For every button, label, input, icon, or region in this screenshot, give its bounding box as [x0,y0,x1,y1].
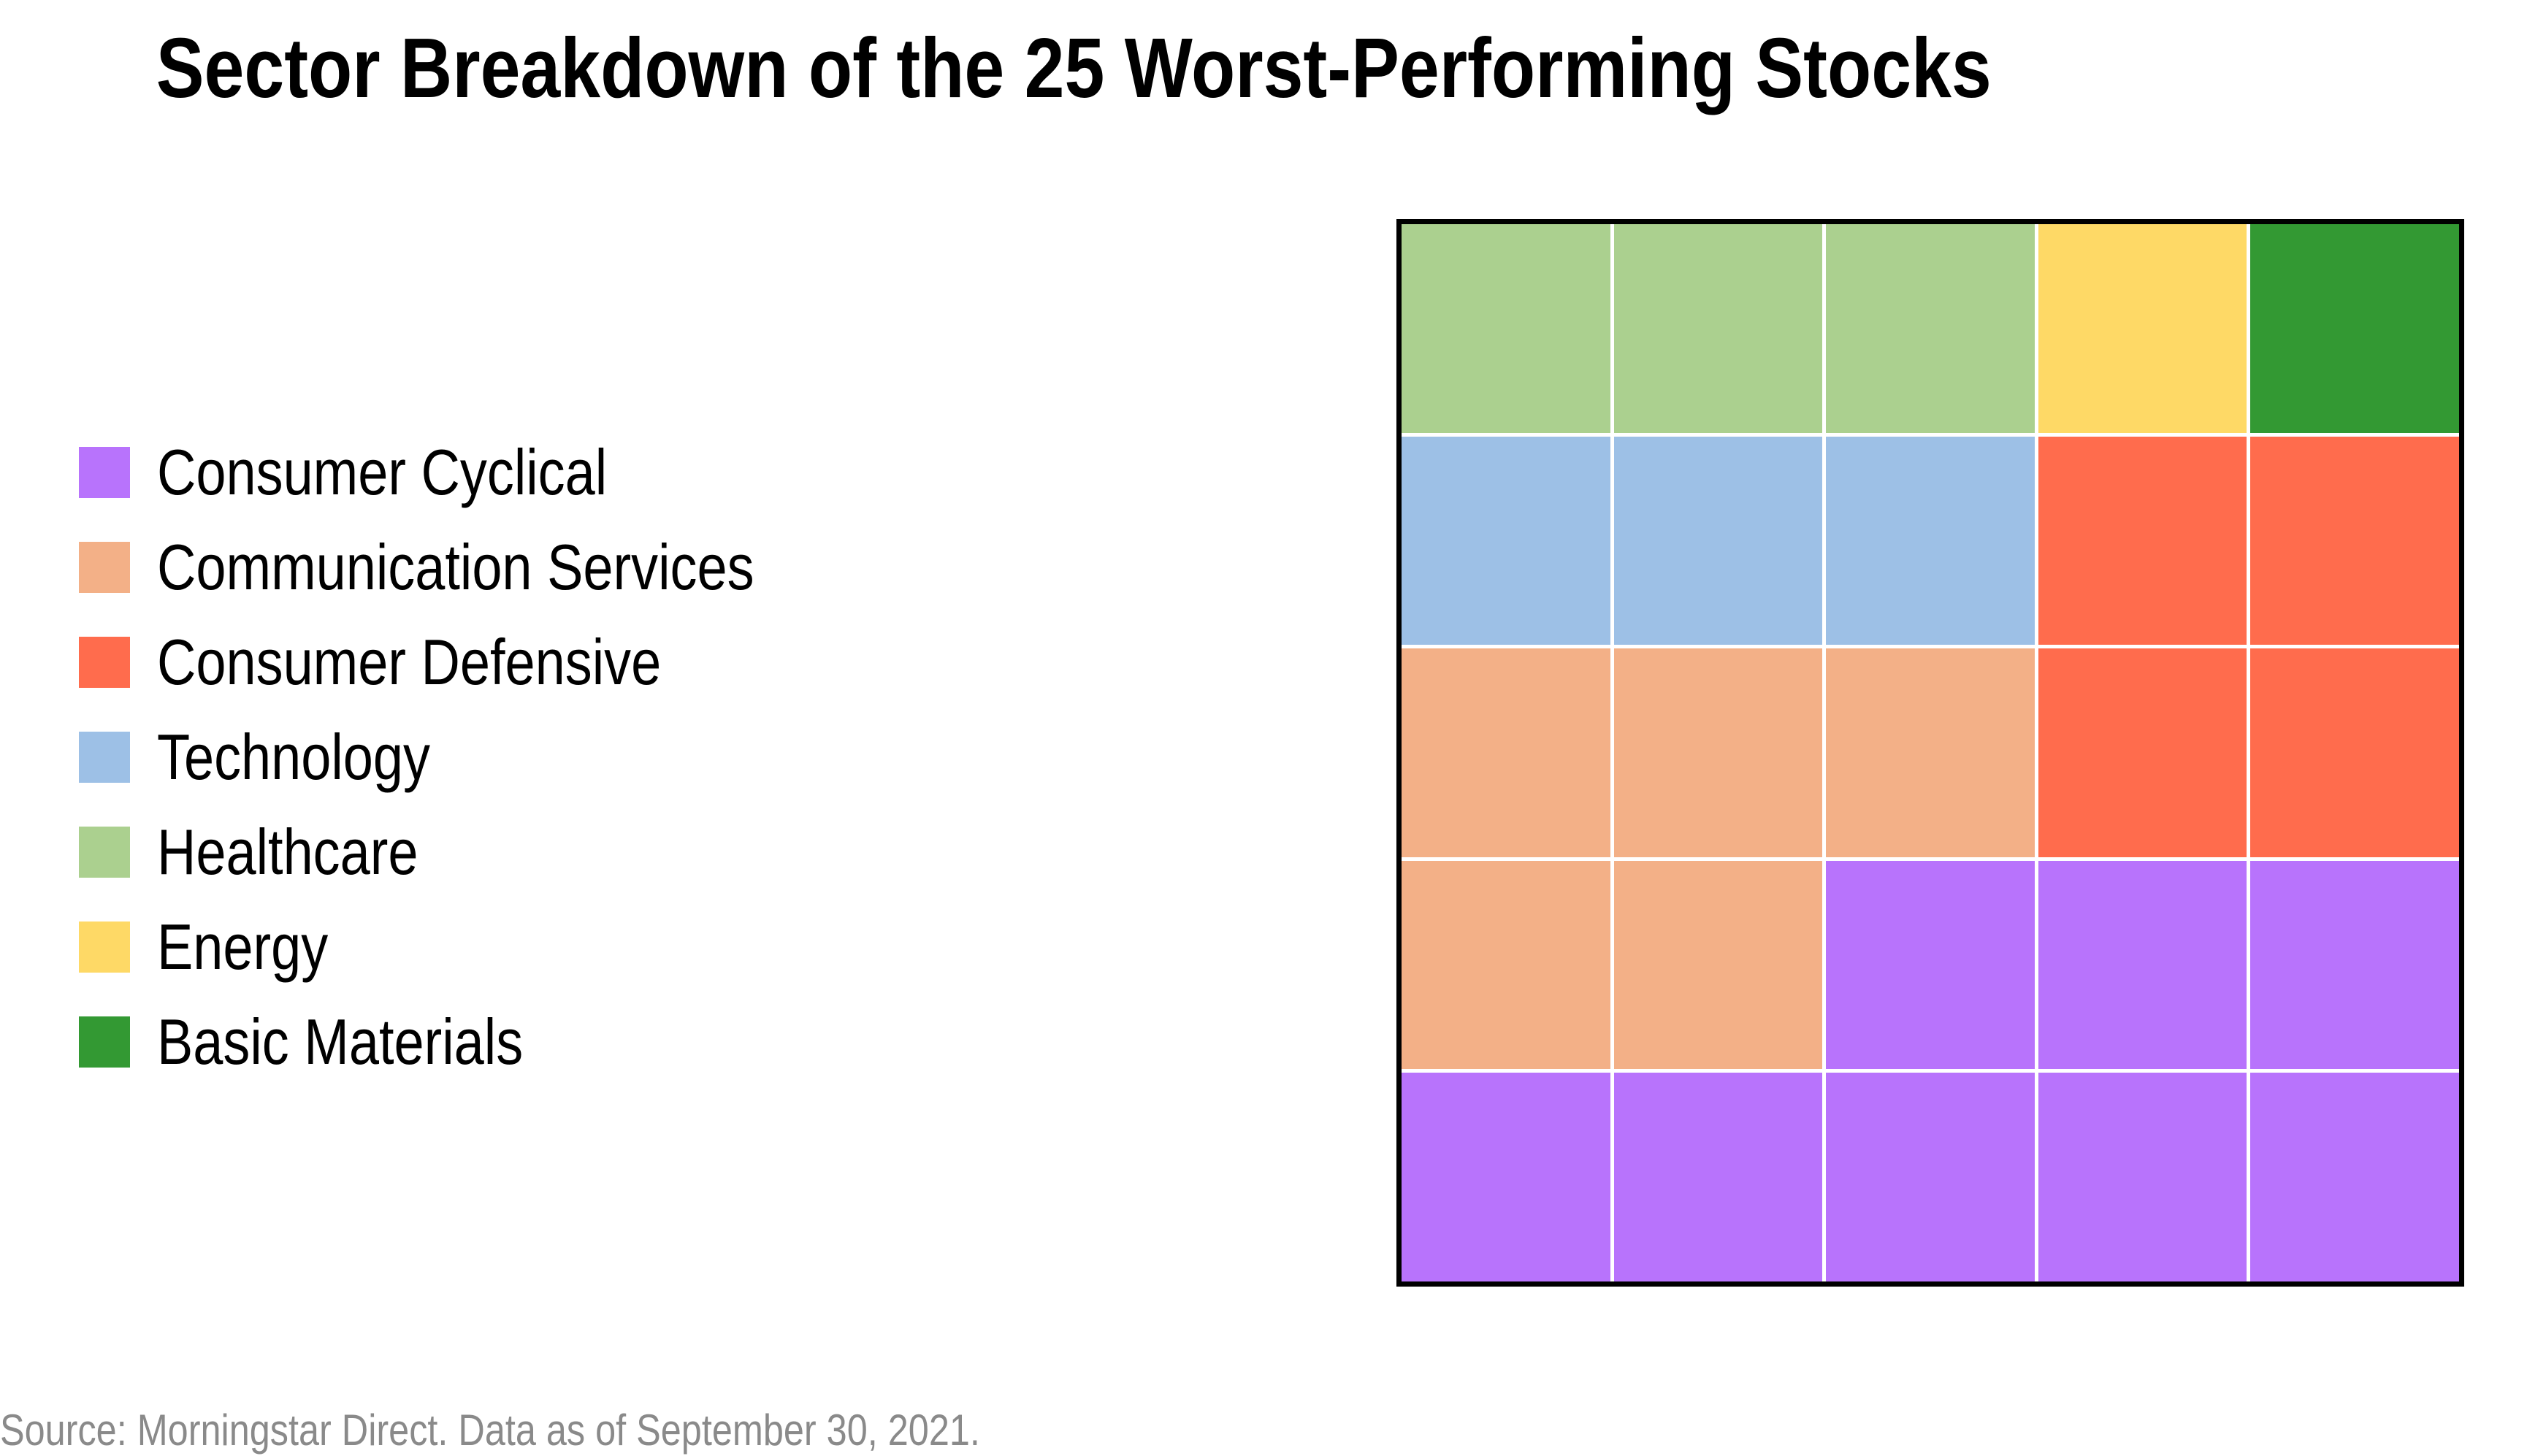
waffle-cell-20 [2250,860,2459,1070]
waffle-cell-12 [1613,648,1823,857]
legend-label-consumer-cyclical: Consumer Cyclical [157,436,608,508]
waffle-chart-frame [1396,219,2464,1287]
waffle-cell-13 [1826,648,2035,857]
waffle-cell-4 [2038,224,2247,433]
legend-swatch-basic-materials [79,1016,130,1068]
waffle-cell-18 [1826,860,2035,1070]
waffle-cell-14 [2038,648,2247,857]
waffle-cell-23 [1826,1073,2035,1281]
waffle-cell-15 [2250,648,2459,857]
waffle-cell-25 [2250,1073,2459,1281]
waffle-cell-8 [1826,436,2035,645]
waffle-cell-21 [1402,1073,1610,1281]
waffle-cell-10 [2250,436,2459,645]
legend-label-basic-materials: Basic Materials [157,1005,524,1078]
legend-swatch-consumer-cyclical [79,447,130,498]
source-note: Source: Morningstar Direct. Data as of S… [0,1406,980,1455]
legend-swatch-consumer-defensive [79,637,130,688]
legend-swatch-energy [79,922,130,973]
legend-label-energy: Energy [157,911,329,983]
waffle-cell-22 [1613,1073,1823,1281]
waffle-cell-6 [1402,436,1610,645]
legend-label-consumer-defensive: Consumer Defensive [157,626,662,698]
waffle-cell-11 [1402,648,1610,857]
legend-swatch-technology [79,732,130,783]
waffle-cell-1 [1402,224,1610,433]
waffle-grid [1402,224,2459,1281]
waffle-cell-17 [1613,860,1823,1070]
legend-label-healthcare: Healthcare [157,816,418,888]
waffle-cell-16 [1402,860,1610,1070]
waffle-cell-3 [1826,224,2035,433]
waffle-cell-7 [1613,436,1823,645]
legend-label-technology: Technology [157,721,430,793]
legend-swatch-communication-services [79,542,130,593]
legend-label-communication-services: Communication Services [157,531,754,603]
legend-swatch-healthcare [79,827,130,878]
chart-title: Sector Breakdown of the 25 Worst-Perform… [156,20,1992,115]
waffle-cell-24 [2038,1073,2247,1281]
waffle-cell-2 [1613,224,1823,433]
waffle-cell-19 [2038,860,2247,1070]
waffle-cell-9 [2038,436,2247,645]
waffle-cell-5 [2250,224,2459,433]
